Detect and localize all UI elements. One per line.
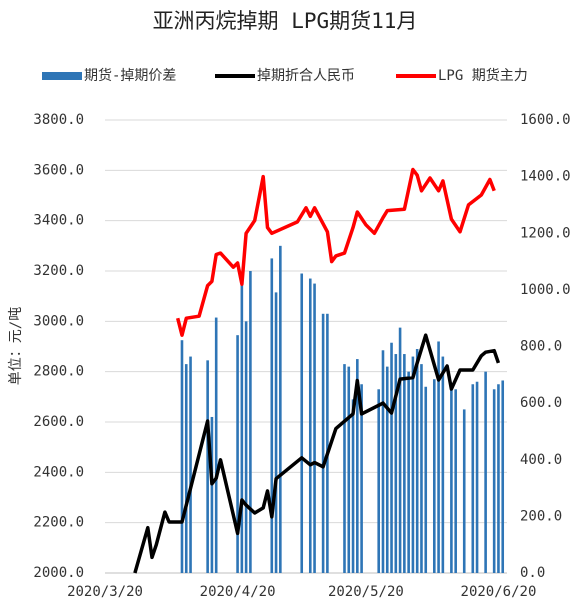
x-tick-label: 2020/6/20 — [461, 584, 537, 600]
bar — [240, 281, 244, 573]
bar — [214, 317, 218, 573]
bar — [398, 327, 402, 573]
bar — [356, 359, 359, 573]
x-tick-label: 2020/4/20 — [200, 584, 276, 600]
bar — [210, 416, 214, 573]
bar — [180, 340, 184, 573]
bar — [471, 384, 475, 573]
bar — [441, 356, 445, 573]
bar — [189, 356, 192, 573]
bar — [462, 409, 466, 573]
bar — [407, 371, 410, 573]
bar — [385, 366, 389, 573]
bar — [454, 389, 457, 573]
y2-tick-label: 200.0 — [520, 508, 562, 524]
legend-label: 掉期折合人民币 — [257, 68, 355, 84]
bar — [343, 364, 346, 573]
y2-tick-label: 0.0 — [520, 565, 545, 581]
y-tick-label: 2000.0 — [33, 565, 84, 581]
bar — [411, 356, 415, 573]
bar — [475, 381, 479, 573]
line — [176, 167, 496, 337]
y2-tick-label: 600.0 — [520, 395, 562, 411]
bar — [403, 354, 406, 573]
y2-tick-label: 1400.0 — [520, 169, 571, 185]
y2-tick-label: 400.0 — [520, 452, 562, 468]
line — [133, 333, 501, 574]
bar — [279, 245, 282, 574]
y2-tick-label: 800.0 — [520, 339, 562, 355]
bar — [249, 271, 252, 573]
bar — [360, 384, 363, 573]
bar — [415, 349, 419, 573]
y-tick-label: 3200.0 — [33, 263, 84, 279]
bar — [420, 364, 423, 573]
bar — [394, 354, 398, 573]
bar — [432, 379, 436, 573]
y2-tick-label: 1600.0 — [520, 112, 571, 128]
bar — [351, 399, 355, 573]
legend-label: 期货-掉期价差 — [84, 67, 176, 84]
bar — [484, 371, 487, 573]
bar — [244, 321, 248, 573]
bar — [450, 386, 453, 573]
bar — [492, 389, 496, 573]
y-tick-label: 2800.0 — [33, 364, 84, 380]
y2-tick-label: 1000.0 — [520, 282, 571, 298]
bar — [300, 273, 304, 573]
bar — [424, 386, 428, 573]
y2-tick-label: 1200.0 — [520, 225, 571, 241]
y-tick-label: 2600.0 — [33, 414, 84, 430]
bar — [347, 366, 351, 573]
bar — [437, 341, 440, 573]
bar — [270, 258, 274, 573]
bar — [497, 384, 500, 573]
bar — [390, 342, 393, 573]
y-tick-label: 3800.0 — [33, 112, 84, 128]
y-tick-label: 3000.0 — [33, 313, 84, 329]
y-tick-label: 3600.0 — [33, 162, 84, 178]
bar — [326, 313, 329, 573]
x-tick-label: 2020/3/20 — [67, 584, 143, 600]
y-tick-label: 2400.0 — [33, 464, 84, 480]
y-axis-label: 单位：元/吨 — [8, 307, 24, 385]
bar — [377, 389, 381, 573]
bar — [381, 350, 385, 573]
bar — [313, 283, 316, 573]
legend-swatch — [42, 72, 82, 80]
legend-label: LPG 期货主力 — [438, 67, 528, 84]
y-tick-label: 3400.0 — [33, 213, 84, 229]
x-tick-label: 2020/5/20 — [328, 584, 404, 600]
y-tick-label: 2200.0 — [33, 515, 84, 531]
bar — [308, 278, 312, 573]
chart-title: 亚洲丙烷掉期 LPG期货11月 — [153, 9, 418, 33]
bar — [184, 364, 188, 573]
bar — [236, 335, 239, 573]
bar — [501, 380, 505, 573]
bar — [321, 313, 325, 573]
bar — [206, 360, 209, 573]
bar — [274, 292, 278, 573]
